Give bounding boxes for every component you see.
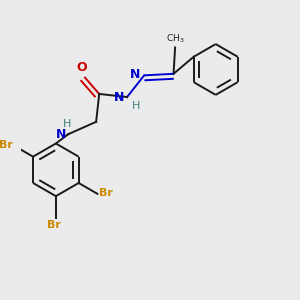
Text: Br: Br (47, 220, 61, 230)
Text: H: H (62, 118, 71, 129)
Text: N: N (56, 128, 67, 141)
Text: N: N (114, 91, 124, 103)
Text: N: N (130, 68, 140, 81)
Text: H: H (132, 101, 140, 111)
Text: CH$_3$: CH$_3$ (166, 32, 184, 45)
Text: Br: Br (0, 140, 12, 150)
Text: Br: Br (99, 188, 113, 198)
Text: O: O (76, 61, 87, 74)
